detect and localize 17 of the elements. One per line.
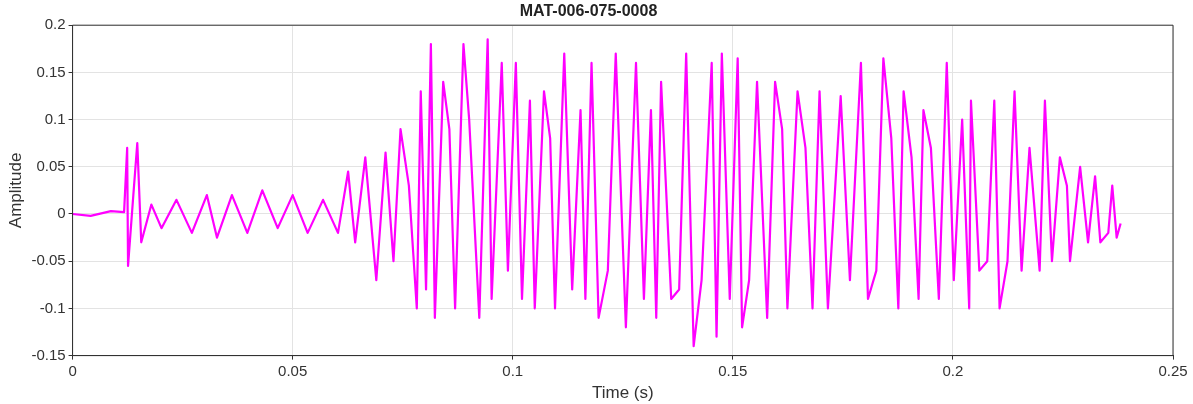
x-tick-label: 0 bbox=[68, 361, 77, 379]
x-axis-title: Time (s) bbox=[591, 383, 654, 403]
y-tick-label: -0.1 bbox=[39, 298, 66, 316]
x-tick-label: 0.15 bbox=[718, 361, 748, 379]
chart-title: MAT-006-075-0008 bbox=[519, 2, 658, 20]
x-tick-label: 0.2 bbox=[942, 361, 964, 379]
y-tick-label: -0.05 bbox=[31, 251, 66, 269]
x-tick-label: 0.05 bbox=[278, 361, 308, 379]
x-tick-label: 0.25 bbox=[1158, 361, 1188, 379]
y-tick-label: 0.1 bbox=[44, 109, 66, 127]
y-tick-label: -0.15 bbox=[31, 345, 66, 363]
x-tick-label: 0.1 bbox=[502, 361, 524, 379]
y-axis-title: Amplitude bbox=[5, 152, 25, 229]
y-tick-label: 0.05 bbox=[36, 156, 66, 174]
y-tick-label: 0.2 bbox=[44, 15, 66, 33]
y-tick-label: 0 bbox=[57, 204, 66, 222]
y-tick-label: 0.15 bbox=[36, 62, 66, 80]
